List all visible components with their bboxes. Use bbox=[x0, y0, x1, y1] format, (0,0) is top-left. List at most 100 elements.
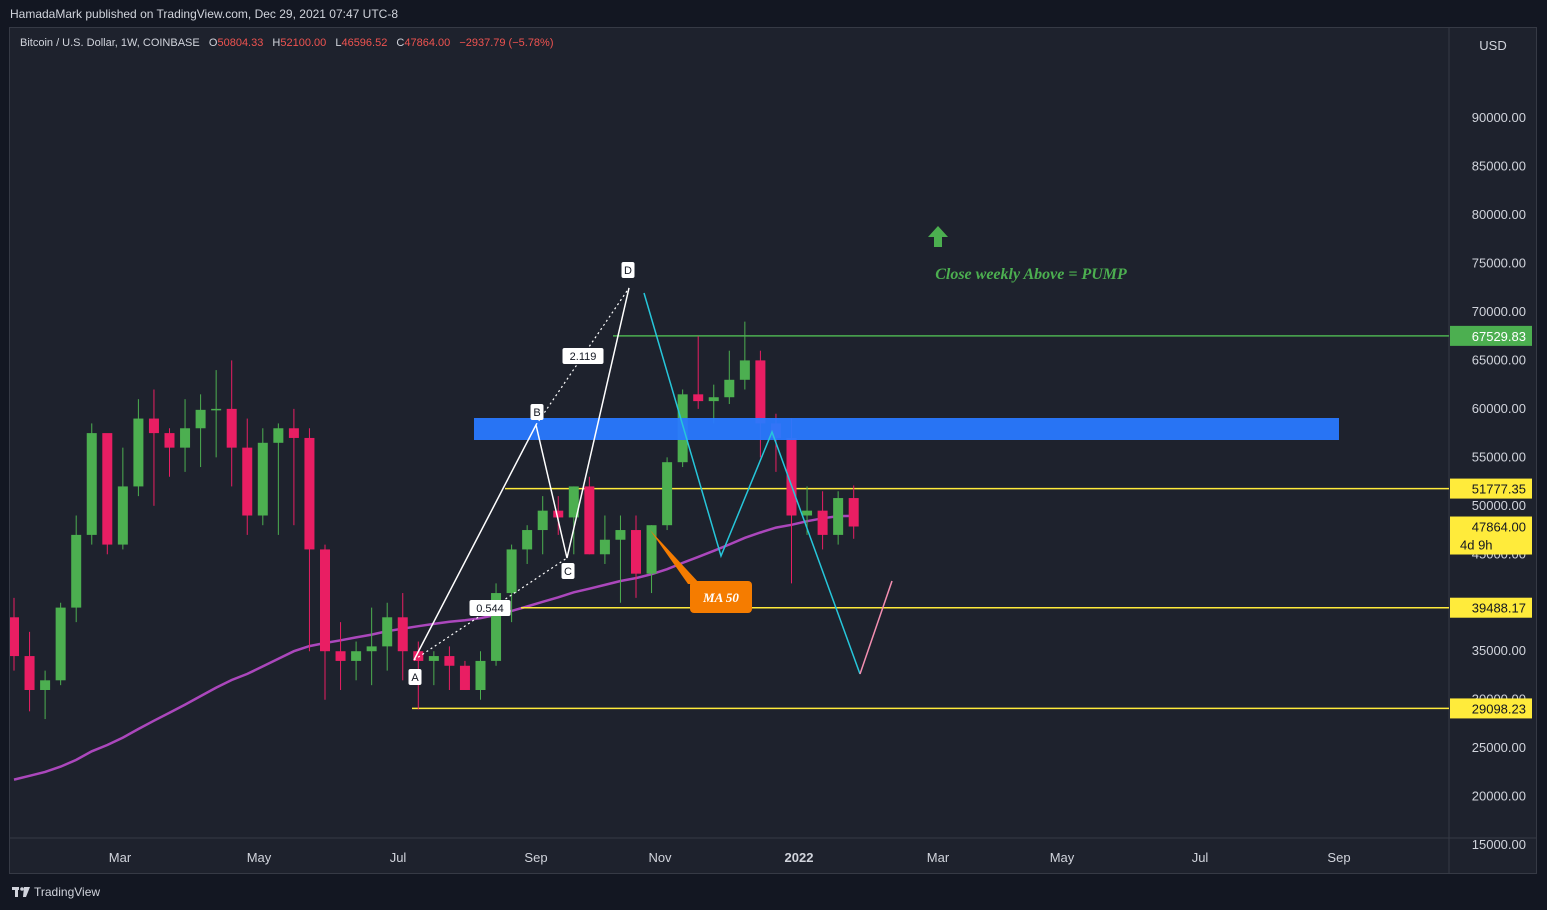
candle-body bbox=[522, 530, 533, 550]
y-tick-label: 70000.00 bbox=[1472, 304, 1526, 319]
ratio-2119-label: 2.119 bbox=[570, 351, 597, 363]
candle-body bbox=[304, 437, 315, 550]
tradingview-logo[interactable]: TradingView bbox=[12, 885, 100, 899]
price-tag-bg bbox=[1450, 325, 1532, 346]
symbol-legend: Bitcoin / U.S. Dollar, 1W, COINBASE O508… bbox=[20, 37, 560, 49]
candle-body bbox=[382, 617, 393, 647]
candle-body bbox=[599, 539, 610, 555]
candle-body bbox=[568, 486, 579, 518]
candle-body bbox=[739, 360, 750, 380]
candle-body bbox=[584, 486, 595, 555]
y-tick-label: 20000.00 bbox=[1472, 789, 1526, 804]
ratio-2119-label-box bbox=[562, 348, 604, 364]
candle-body bbox=[553, 510, 564, 518]
ma50-line bbox=[13, 514, 854, 781]
point-b-label: B bbox=[533, 407, 540, 419]
candle-body bbox=[817, 510, 828, 535]
candle-body bbox=[10, 617, 19, 657]
candle-body bbox=[459, 665, 470, 690]
candle-body bbox=[195, 409, 206, 429]
top-bar: HamadaMark published on TradingView.com,… bbox=[0, 0, 1547, 28]
candle-body bbox=[724, 379, 735, 398]
ma50-callout-box bbox=[690, 581, 752, 613]
published-info: HamadaMark published on TradingView.com,… bbox=[10, 7, 398, 21]
candle-body bbox=[24, 656, 35, 690]
candle-body bbox=[615, 530, 626, 540]
ma50-callout-pointer bbox=[650, 530, 700, 584]
tradingview-logo-icon bbox=[12, 886, 30, 897]
x-tick-label: Mar bbox=[927, 850, 950, 865]
candle-body bbox=[397, 617, 408, 652]
candle-body bbox=[133, 418, 144, 487]
pump-annotation: Close weekly Above = PUMP bbox=[935, 266, 1127, 283]
price-tag-value: 47864.00 bbox=[1472, 520, 1526, 535]
x-tick-label: Sep bbox=[1327, 850, 1350, 865]
candle-body bbox=[148, 418, 159, 434]
candle-body bbox=[117, 486, 128, 545]
candle-body bbox=[86, 433, 97, 535]
candle-body bbox=[833, 498, 844, 535]
candle-body bbox=[413, 651, 424, 661]
close-value: 47864.00 bbox=[404, 37, 451, 49]
low-value: 46596.52 bbox=[341, 37, 388, 49]
x-tick-label: May bbox=[1050, 850, 1075, 865]
price-tag-value: 51777.35 bbox=[1472, 482, 1526, 497]
candle-body bbox=[537, 510, 548, 531]
blue-resistance-zone bbox=[474, 418, 1339, 440]
x-tick-label: Jul bbox=[390, 850, 407, 865]
pump-arrow-icon bbox=[928, 226, 948, 247]
point-d-label-box bbox=[621, 262, 635, 278]
candle-body bbox=[226, 408, 237, 448]
candle-body bbox=[693, 394, 704, 402]
point-c-label: C bbox=[564, 566, 572, 578]
ratio-0544-label: 0.544 bbox=[476, 603, 504, 615]
candle-body bbox=[257, 442, 268, 516]
candle-body bbox=[506, 549, 517, 594]
point-c-label-box bbox=[561, 563, 575, 579]
tradingview-logo-text: TradingView bbox=[34, 885, 101, 899]
y-tick-label: 80000.00 bbox=[1472, 207, 1526, 222]
open-label: O bbox=[208, 37, 218, 49]
candle-body bbox=[164, 433, 175, 448]
point-b-label-box bbox=[530, 404, 544, 420]
y-tick-label: 25000.00 bbox=[1472, 740, 1526, 755]
candle-body bbox=[475, 660, 486, 690]
change-value: −2937.79 (−5.78%) bbox=[459, 37, 554, 49]
chart-panel[interactable]: USD15000.0020000.0025000.0030000.0035000… bbox=[9, 27, 1537, 874]
x-tick-label: Nov bbox=[648, 850, 672, 865]
price-tag-value: 29098.23 bbox=[1472, 701, 1526, 716]
candle-body bbox=[320, 549, 330, 652]
high-label: H bbox=[272, 37, 281, 49]
y-tick-label: 75000.00 bbox=[1472, 255, 1526, 270]
candle-body bbox=[491, 593, 502, 661]
candle-body bbox=[335, 651, 346, 661]
y-tick-label: 35000.00 bbox=[1472, 643, 1526, 658]
candle-body bbox=[444, 656, 455, 666]
candle-body bbox=[662, 462, 673, 526]
candle-body bbox=[55, 607, 66, 681]
price-chart[interactable]: USD15000.0020000.0025000.0030000.0035000… bbox=[10, 28, 1537, 874]
candle-body bbox=[708, 397, 719, 402]
price-tag-countdown: 4d 9h bbox=[1460, 538, 1493, 553]
currency-label: USD bbox=[1479, 38, 1506, 53]
point-d-label: D bbox=[624, 265, 632, 277]
candle-body bbox=[242, 447, 253, 516]
price-tag-bg bbox=[1450, 698, 1532, 719]
high-value: 52100.00 bbox=[280, 37, 327, 49]
candle-body bbox=[755, 360, 766, 424]
candle-body bbox=[646, 525, 657, 574]
price-tag-bg bbox=[1450, 516, 1532, 555]
candle-body bbox=[288, 428, 299, 438]
candle-body bbox=[802, 510, 813, 516]
x-tick-label: May bbox=[247, 850, 272, 865]
x-tick-label: Sep bbox=[524, 850, 547, 865]
candle-body bbox=[351, 651, 362, 661]
y-tick-label: 50000.00 bbox=[1472, 498, 1526, 513]
price-tag-value: 39488.17 bbox=[1472, 601, 1526, 616]
ratio-0544-label-box bbox=[469, 600, 511, 616]
close-label: C bbox=[396, 37, 405, 49]
projection-path bbox=[643, 292, 861, 675]
y-tick-label: 90000.00 bbox=[1472, 110, 1526, 125]
y-tick-label: 85000.00 bbox=[1472, 159, 1526, 174]
candle-body bbox=[428, 656, 439, 661]
